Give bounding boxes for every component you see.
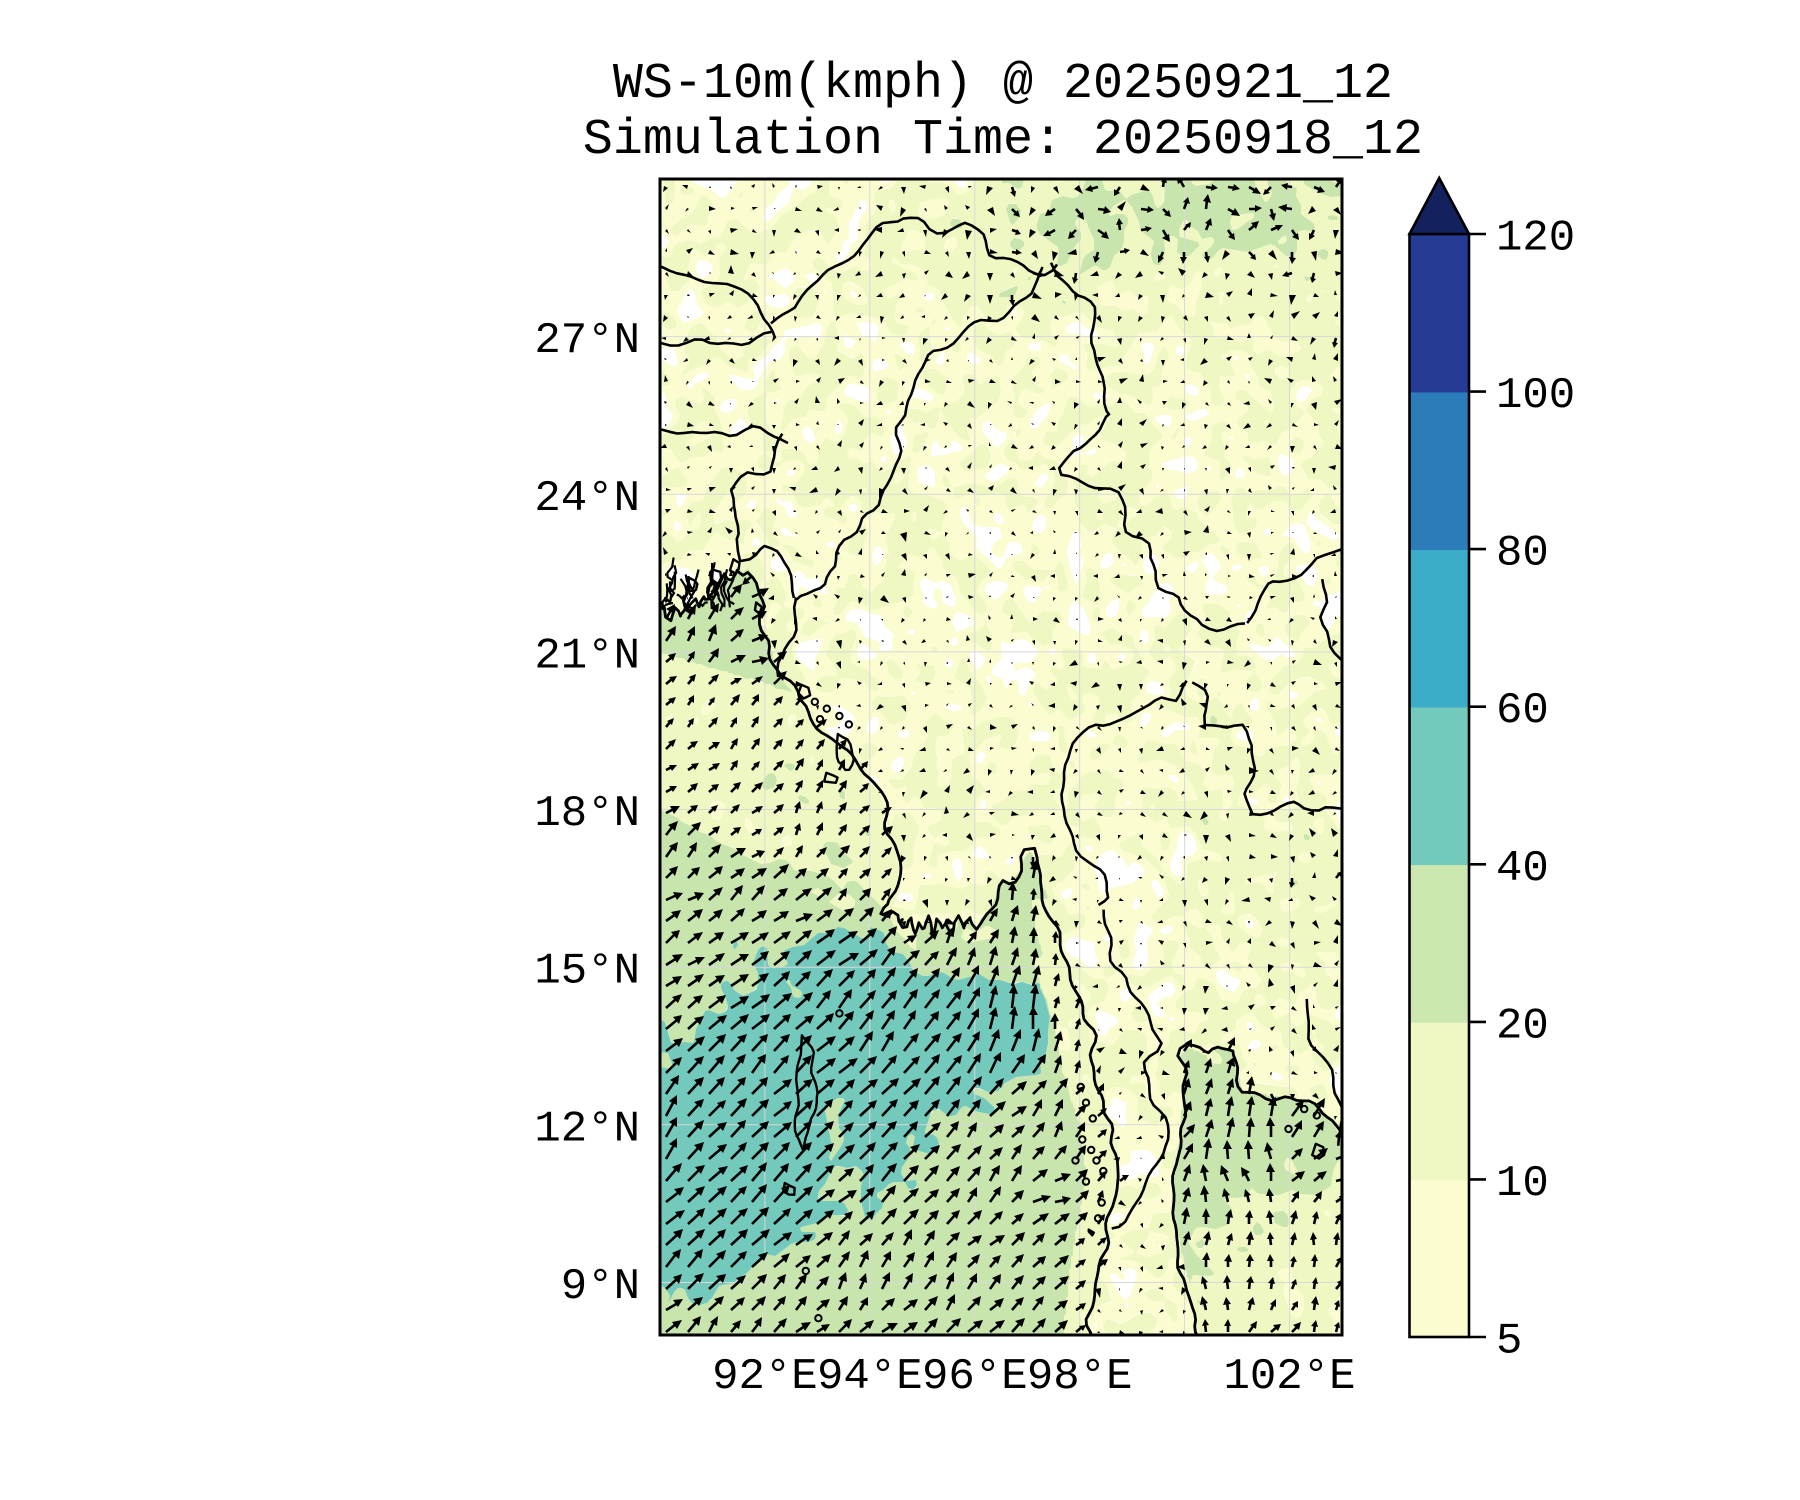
- svg-text:120: 120: [1496, 214, 1575, 264]
- svg-text:98°E: 98°E: [1027, 1352, 1133, 1402]
- svg-text:40: 40: [1496, 844, 1549, 894]
- svg-text:15°N: 15°N: [534, 947, 640, 997]
- svg-text:9°N: 9°N: [561, 1262, 640, 1312]
- svg-text:5: 5: [1496, 1317, 1522, 1367]
- svg-text:12°N: 12°N: [534, 1104, 640, 1154]
- svg-text:100: 100: [1496, 371, 1575, 421]
- svg-text:10: 10: [1496, 1159, 1549, 1209]
- svg-text:94°E: 94°E: [817, 1352, 923, 1402]
- svg-text:60: 60: [1496, 686, 1549, 736]
- svg-text:92°E: 92°E: [712, 1352, 818, 1402]
- svg-text:24°N: 24°N: [534, 474, 640, 524]
- svg-text:96°E: 96°E: [922, 1352, 1028, 1402]
- svg-text:27°N: 27°N: [534, 316, 640, 366]
- svg-text:102°E: 102°E: [1223, 1352, 1355, 1402]
- svg-text:80: 80: [1496, 529, 1549, 579]
- svg-text:WS-10m(kmph) @ 20250921_12: WS-10m(kmph) @ 20250921_12: [613, 56, 1393, 113]
- svg-text:20: 20: [1496, 1001, 1549, 1051]
- svg-text:Simulation Time: 20250918_12: Simulation Time: 20250918_12: [583, 112, 1423, 169]
- svg-text:21°N: 21°N: [534, 631, 640, 681]
- svg-text:18°N: 18°N: [534, 789, 640, 839]
